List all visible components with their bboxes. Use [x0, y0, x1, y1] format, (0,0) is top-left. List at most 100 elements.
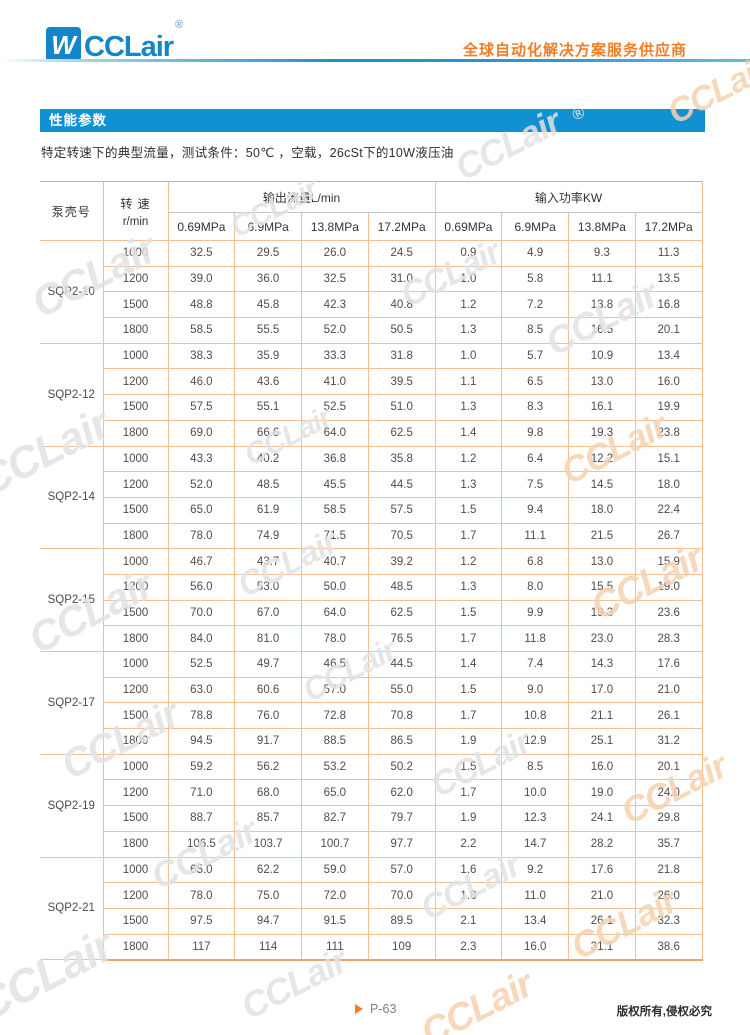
- section-title-bar: 性能参数: [40, 109, 705, 132]
- value-cell: 39.5: [367, 368, 436, 396]
- value-cell: 18.0: [634, 471, 703, 498]
- value-cell: 1.0: [434, 342, 503, 370]
- value-cell: 65.0: [167, 856, 236, 884]
- pump-model-cell: SQP2-10: [40, 240, 104, 344]
- value-cell: 1.7: [434, 779, 503, 807]
- value-cell: 15.1: [634, 445, 703, 473]
- value-cell: 103.7: [234, 830, 302, 858]
- speed-cell: 1800: [102, 728, 169, 755]
- value-cell: 78.0: [167, 522, 236, 550]
- value-cell: 8.5: [501, 753, 570, 781]
- value-cell: 9.3: [568, 240, 636, 267]
- table-row: 1200 56.0 53.0 50.0 48.5 1.3 8.0 15.5 19.0: [40, 573, 703, 601]
- value-cell: 70.0: [167, 599, 236, 627]
- value-cell: 52.5: [301, 394, 369, 421]
- value-cell: 13.4: [634, 342, 703, 370]
- value-cell: 1.9: [434, 728, 503, 755]
- value-cell: 94.5: [167, 728, 236, 755]
- pressure-header: 17.2MPa: [367, 212, 436, 241]
- value-cell: 13.0: [568, 368, 636, 396]
- value-cell: 46.5: [301, 651, 369, 678]
- value-cell: 85.7: [234, 805, 302, 832]
- speed-cell: 1000: [102, 445, 169, 473]
- value-cell: 1.8: [434, 882, 503, 909]
- value-cell: 32.5: [301, 265, 369, 293]
- table-row: 1800 117 114 111 109 2.3 16.0 31.1 38.6: [40, 933, 703, 961]
- speed-cell: 1800: [102, 419, 169, 447]
- value-cell: 5.8: [501, 265, 570, 293]
- pressure-header: 13.8MPa: [568, 212, 636, 241]
- value-cell: 56.0: [167, 573, 236, 601]
- value-cell: 72.0: [301, 882, 369, 909]
- value-cell: 84.0: [167, 625, 236, 652]
- value-cell: 114: [234, 933, 302, 961]
- company-tagline: 全球自动化解决方案服务供应商: [462, 42, 687, 59]
- value-cell: 70.0: [367, 882, 436, 909]
- value-cell: 9.0: [501, 676, 570, 704]
- table-row: 1200 39.0 36.0 32.5 31.0 1.0 5.8 11.1 13.5: [40, 265, 703, 293]
- value-cell: 11.0: [501, 882, 570, 909]
- value-cell: 7.5: [501, 471, 570, 498]
- value-cell: 40.7: [301, 548, 369, 575]
- value-cell: 19.0: [634, 573, 703, 601]
- value-cell: 10.8: [501, 702, 570, 730]
- pump-model-cell: SQP2-15: [40, 548, 104, 652]
- value-cell: 9.8: [501, 419, 570, 447]
- pressure-header: 17.2MPa: [634, 212, 703, 241]
- value-cell: 10.0: [501, 779, 570, 807]
- value-cell: 25.1: [568, 728, 636, 755]
- pressure-header: 6.9MPa: [501, 212, 570, 241]
- value-cell: 46.7: [167, 548, 236, 575]
- company-logo: W CCLair®: [46, 20, 183, 62]
- value-cell: 5.7: [501, 342, 570, 370]
- value-cell: 13.0: [568, 548, 636, 575]
- value-cell: 14.3: [568, 651, 636, 678]
- value-cell: 24.0: [634, 779, 703, 807]
- value-cell: 13.5: [634, 265, 703, 293]
- value-cell: 52.0: [167, 471, 236, 498]
- value-cell: 15.5: [568, 573, 636, 601]
- value-cell: 8.0: [501, 573, 570, 601]
- value-cell: 35.7: [634, 830, 703, 858]
- value-cell: 109: [367, 933, 436, 961]
- pump-model-cell: SQP2-19: [40, 753, 104, 858]
- speed-cell: 1000: [102, 342, 169, 370]
- value-cell: 52.5: [167, 651, 236, 678]
- table-row: 1200 71.0 68.0 65.0 62.0 1.7 10.0 19.0 24.0: [40, 779, 703, 807]
- speed-header-unit: r/min: [122, 215, 149, 228]
- value-cell: 14.7: [501, 830, 570, 858]
- value-cell: 52.0: [301, 317, 369, 344]
- table-row: 1200 46.0 43.6 41.0 39.5 1.1 6.5 13.0 16.0: [40, 368, 703, 396]
- value-cell: 1.5: [434, 676, 503, 704]
- value-cell: 2.1: [434, 907, 503, 935]
- value-cell: 76.0: [234, 702, 302, 730]
- value-cell: 2.3: [434, 933, 503, 961]
- copyright-notice: 版权所有,侵权必究: [616, 1006, 712, 1018]
- value-cell: 7.2: [501, 291, 570, 319]
- table-row: 1800 84.0 81.0 78.0 76.5 1.7 11.8 23.0 28.3: [40, 625, 703, 652]
- value-cell: 28.3: [634, 625, 703, 652]
- speed-cell: 1000: [102, 753, 169, 781]
- value-cell: 26.0: [301, 240, 369, 267]
- value-cell: 1.3: [434, 394, 503, 421]
- table-row: 1500 97.5 94.7 91.5 89.5 2.1 13.4 26.1 32.3: [40, 907, 703, 935]
- value-cell: 11.1: [568, 265, 636, 293]
- value-cell: 1.3: [434, 573, 503, 601]
- value-cell: 68.0: [234, 779, 302, 807]
- table-row: 1800 69.0 66.6 64.0 62.5 1.4 9.8 19.3 23.8: [40, 419, 703, 447]
- value-cell: 29.5: [234, 240, 302, 267]
- value-cell: 1.6: [434, 856, 503, 884]
- value-cell: 8.5: [501, 317, 570, 344]
- value-cell: 43.6: [234, 368, 302, 396]
- speed-cell: 1800: [102, 317, 169, 344]
- speed-cell: 1000: [102, 240, 169, 267]
- value-cell: 62.5: [367, 599, 436, 627]
- value-cell: 23.0: [568, 625, 636, 652]
- value-cell: 18.0: [568, 496, 636, 524]
- value-cell: 1.5: [434, 599, 503, 627]
- value-cell: 57.0: [367, 856, 436, 884]
- value-cell: 55.5: [234, 317, 302, 344]
- value-cell: 9.4: [501, 496, 570, 524]
- speed-cell: 1500: [102, 394, 169, 421]
- value-cell: 81.0: [234, 625, 302, 652]
